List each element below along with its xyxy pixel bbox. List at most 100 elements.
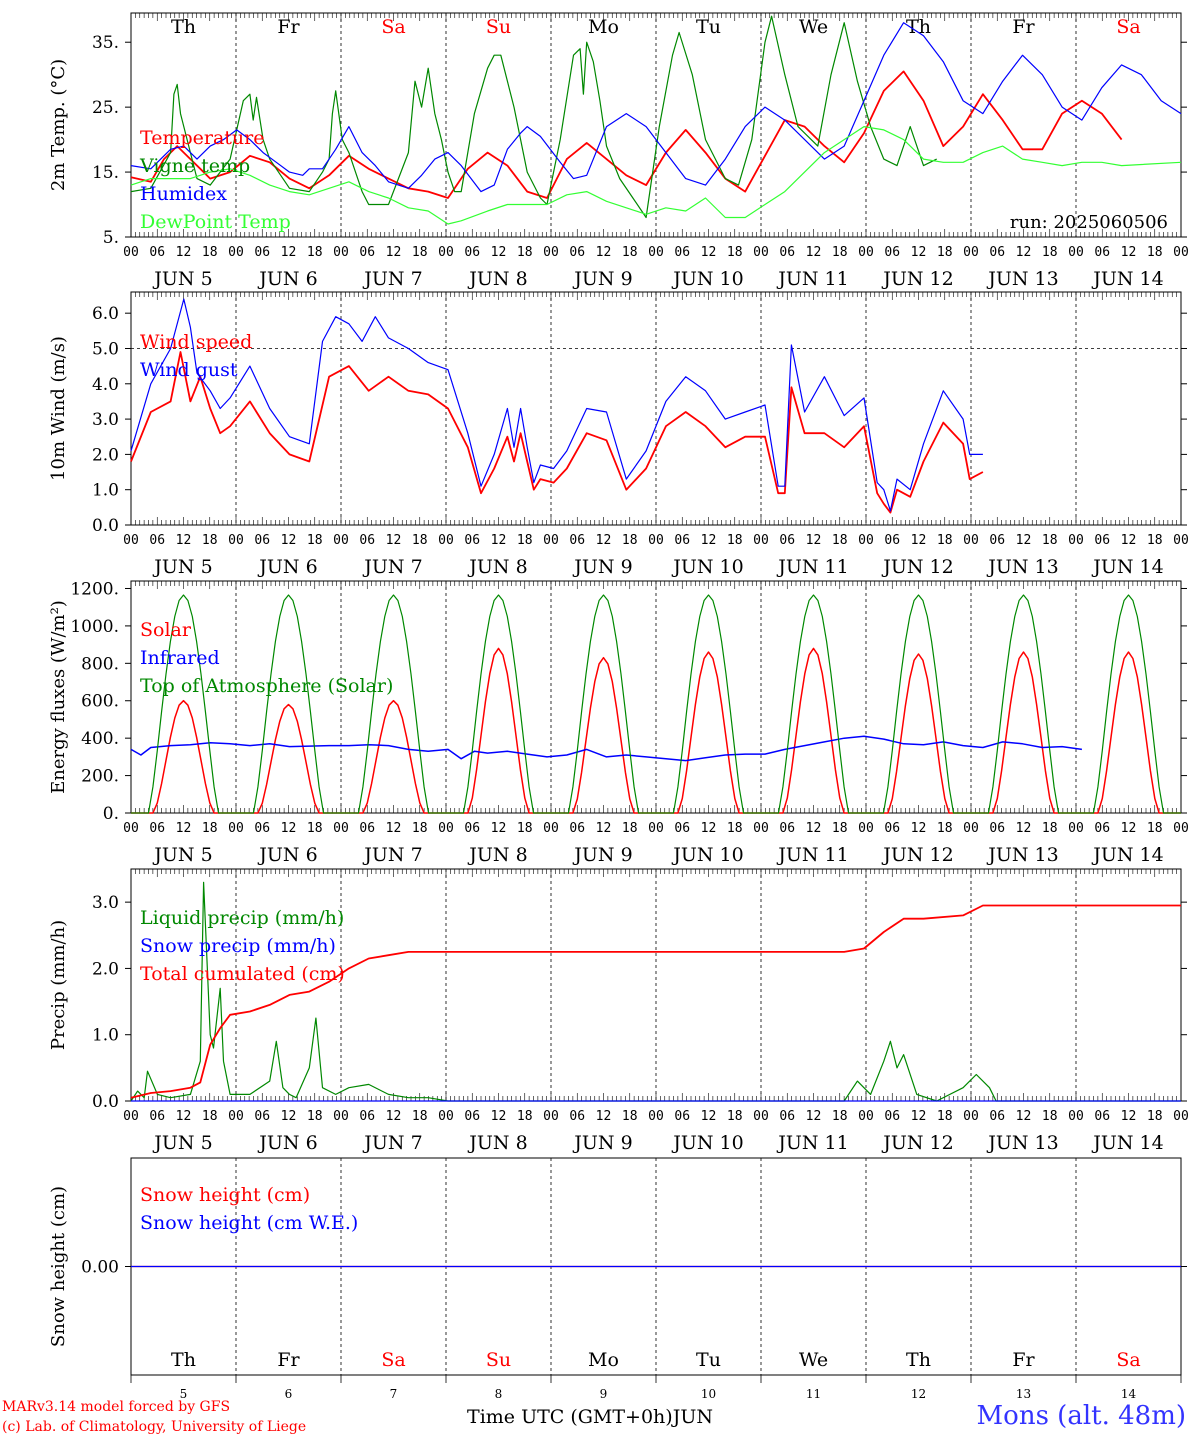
date-label: JUN 12 (881, 556, 953, 578)
y-tick-label: 1200. (70, 579, 119, 599)
hour-tick-label: 12 (491, 1109, 507, 1124)
hour-tick-label: 06 (1094, 821, 1110, 836)
day-name-label: Fr (277, 16, 300, 38)
hour-tick-label: 00 (1068, 1109, 1084, 1124)
hour-tick-label: 00 (333, 821, 349, 836)
hour-tick-label: 18 (517, 1109, 533, 1124)
station-name: Mons (alt. 48m) (976, 1401, 1186, 1431)
hour-tick-label: 18 (202, 533, 218, 548)
y-tick-label: 5.0 (92, 339, 119, 359)
hour-tick-label: 00 (543, 821, 559, 836)
date-label: JUN 5 (152, 1132, 212, 1154)
y-tick-label: 1.0 (92, 1026, 119, 1046)
series-line-vigne-temp (130, 15, 937, 219)
run-label: run: 2025060506 (1010, 212, 1168, 233)
date-label: JUN 9 (572, 556, 632, 578)
date-label: JUN 10 (671, 844, 743, 866)
hour-tick-label: 12 (596, 245, 612, 260)
hour-tick-label: 06 (149, 533, 165, 548)
date-label: JUN 9 (572, 268, 632, 290)
series-line-liquid-precip-mm-h (130, 881, 1181, 1102)
plot-frame (130, 12, 1182, 238)
hour-tick-label: 18 (832, 1109, 848, 1124)
hour-tick-label: 12 (1121, 533, 1137, 548)
day-number-label: 8 (495, 1387, 503, 1401)
hour-tick-label: 12 (281, 245, 297, 260)
day-name-label: Fr (1012, 1349, 1035, 1371)
hour-tick-label: 00 (858, 245, 874, 260)
hour-tick-label: 00 (438, 1109, 454, 1124)
hour-tick-label: 18 (517, 821, 533, 836)
day-name-label: Mo (588, 16, 619, 38)
date-label: JUN 7 (362, 556, 422, 578)
series-annotation: Humidex (140, 183, 227, 205)
date-label: JUN 14 (1091, 844, 1163, 866)
hour-tick-label: 00 (648, 245, 664, 260)
day-name-label: Th (171, 16, 196, 38)
hour-tick-label: 06 (569, 1109, 585, 1124)
y-tick-label: 35. (92, 33, 119, 53)
hour-tick-label: 18 (307, 533, 323, 548)
hour-tick-label: 12 (911, 1109, 927, 1124)
hour-tick-label: 06 (254, 1109, 270, 1124)
y-axis-label: 2m Temp. (°C) (48, 59, 69, 191)
date-label: JUN 5 (152, 268, 212, 290)
hour-tick-label: 06 (674, 533, 690, 548)
series-line-humidex (130, 22, 1182, 193)
hour-tick-label: 00 (1068, 533, 1084, 548)
hour-tick-label: 00 (123, 245, 139, 260)
date-label: JUN 8 (467, 844, 527, 866)
date-label: JUN 14 (1091, 268, 1163, 290)
day-number-label: 11 (806, 1387, 821, 1401)
day-number-label: 13 (1016, 1387, 1031, 1401)
series-annotation: Snow height (cm) (140, 1184, 310, 1206)
hour-tick-label: 00 (1173, 245, 1189, 260)
hour-tick-label: 18 (202, 821, 218, 836)
hour-tick-label: 12 (1121, 821, 1137, 836)
day-name-label: We (799, 1349, 828, 1371)
series-line-infrared (130, 735, 1083, 762)
y-tick-label: 6.0 (92, 304, 119, 324)
y-tick-label: 5. (103, 228, 119, 248)
hour-tick-label: 18 (727, 821, 743, 836)
hour-tick-label: 00 (648, 821, 664, 836)
series-annotation: Infrared (140, 647, 220, 669)
hour-tick-label: 06 (989, 1109, 1005, 1124)
hour-tick-label: 06 (989, 533, 1005, 548)
hour-tick-label: 06 (1094, 245, 1110, 260)
series-annotation: Liquid precip (mm/h) (140, 907, 344, 929)
hour-tick-label: 18 (622, 533, 638, 548)
credit-lab: (c) Lab. of Climatology, University of L… (2, 1419, 307, 1435)
hour-tick-label: 00 (1173, 533, 1189, 548)
hour-tick-label: 18 (1147, 245, 1163, 260)
hour-tick-label: 06 (779, 245, 795, 260)
hour-tick-label: 06 (464, 1109, 480, 1124)
hour-tick-label: 12 (1016, 1109, 1032, 1124)
hour-tick-label: 00 (1173, 821, 1189, 836)
day-number-label: 14 (1121, 1387, 1137, 1401)
day-name-label: Th (171, 1349, 196, 1371)
y-tick-label: 25. (92, 98, 119, 118)
series-annotation: Snow precip (mm/h) (140, 935, 336, 957)
y-tick-label: 400. (81, 729, 119, 749)
hour-tick-label: 12 (596, 533, 612, 548)
day-name-label: Th (906, 16, 931, 38)
hour-tick-label: 12 (386, 821, 402, 836)
date-label: JUN 13 (986, 268, 1058, 290)
hour-tick-label: 18 (727, 1109, 743, 1124)
hour-tick-label: 18 (1042, 821, 1058, 836)
date-label: JUN 6 (257, 556, 317, 578)
date-label: JUN 14 (1091, 556, 1163, 578)
hour-tick-label: 12 (281, 1109, 297, 1124)
hour-tick-label: 12 (911, 821, 927, 836)
hour-tick-label: 18 (832, 245, 848, 260)
hour-tick-label: 18 (412, 821, 428, 836)
hour-tick-label: 06 (569, 533, 585, 548)
day-number-label: 12 (911, 1387, 926, 1401)
hour-tick-label: 18 (1042, 245, 1058, 260)
hour-tick-label: 18 (517, 533, 533, 548)
day-name-label: We (799, 16, 828, 38)
series-line-dewpoint-temp (130, 126, 1182, 225)
y-tick-label: 3.0 (92, 410, 119, 430)
y-axis-label: Energy fluxes (W/m²) (48, 600, 69, 794)
